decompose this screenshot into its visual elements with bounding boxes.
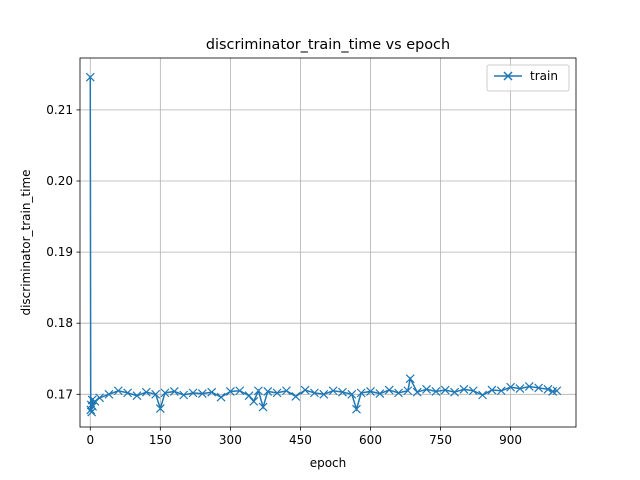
data-point-marker [375,389,385,399]
data-point-marker [188,388,198,398]
data-layer [85,72,562,417]
data-point-marker [487,385,497,395]
data-point-marker [403,386,413,396]
data-point-marker [552,386,562,396]
data-point-marker [225,387,235,396]
data-point-marker [459,384,469,394]
data-point-marker [524,382,534,391]
data-point-marker [468,386,478,396]
data-point-marker [132,391,142,401]
x-tick-label: 0 [86,433,94,447]
data-point-marker [450,387,459,397]
data-point-marker [515,384,525,394]
x-axis-label: epoch [310,456,347,470]
data-point-marker [347,389,357,399]
data-point-marker [328,386,338,396]
data-point-marker [258,402,268,412]
data-point-marker [412,387,422,397]
y-tick-label: 0.17 [46,387,73,401]
x-tick-label: 600 [359,433,382,447]
data-point-marker [216,392,226,402]
data-point-marker [300,385,310,395]
data-point-marker [506,382,516,392]
data-point-marker [104,389,114,399]
legend-label-train: train [530,69,558,83]
series-markers-train [85,72,562,417]
data-point-marker [235,386,245,396]
data-point-marker [356,388,366,398]
data-point-marker [394,388,403,398]
grid [80,58,576,427]
legend-marker-swatch [503,71,513,81]
chart-title: discriminator_train_time vs epoch [206,37,450,53]
data-point-marker [478,390,488,400]
data-point-marker [272,388,282,398]
plot-frame [79,57,577,428]
data-point-marker [384,385,394,395]
data-point-marker [352,404,361,414]
y-tick-label: 0.19 [46,245,73,259]
data-point-marker [141,387,151,397]
data-point-marker [123,388,133,398]
y-axis: 0.17 0.18 0.19 0.20 0.21 [46,103,80,401]
data-point-marker [244,391,254,401]
y-tick-label: 0.20 [46,174,73,188]
data-point-marker [422,384,431,394]
x-tick-label: 450 [289,433,312,447]
y-axis-label: discriminator_train_time [19,169,33,315]
data-point-marker [431,387,441,396]
data-point-marker [151,389,161,399]
data-point-marker [310,388,319,398]
y-tick-label: 0.18 [46,316,73,330]
x-axis: 0 150 300 450 600 750 900 [86,427,522,447]
x-tick-label: 150 [149,433,172,447]
data-point-marker [90,396,100,406]
data-point-marker [88,401,98,411]
data-point-marker [160,388,170,398]
legend-box [486,64,570,92]
data-point-marker [85,72,95,82]
data-point-marker [319,389,329,399]
legend: train [486,64,570,92]
data-point-marker [197,389,207,399]
data-point-marker [440,385,450,395]
data-point-marker [496,386,506,396]
data-point-marker [534,383,544,393]
data-point-marker [253,386,263,396]
data-point-marker [543,384,553,394]
data-point-marker [282,386,291,396]
data-point-marker [155,404,165,413]
data-point-marker [405,374,415,384]
x-tick-label: 300 [219,433,242,447]
x-tick-label: 900 [499,433,522,447]
data-point-marker [113,386,123,396]
data-point-marker [95,393,105,403]
data-point-marker [179,390,189,400]
data-point-marker [207,387,217,397]
data-point-marker [366,387,375,396]
data-point-marker [338,387,347,397]
data-point-marker [291,392,301,401]
data-point-marker [263,387,273,396]
x-tick-label: 750 [429,433,452,447]
data-point-marker [169,387,179,396]
y-tick-label: 0.21 [46,103,73,117]
data-point-marker [249,396,259,406]
